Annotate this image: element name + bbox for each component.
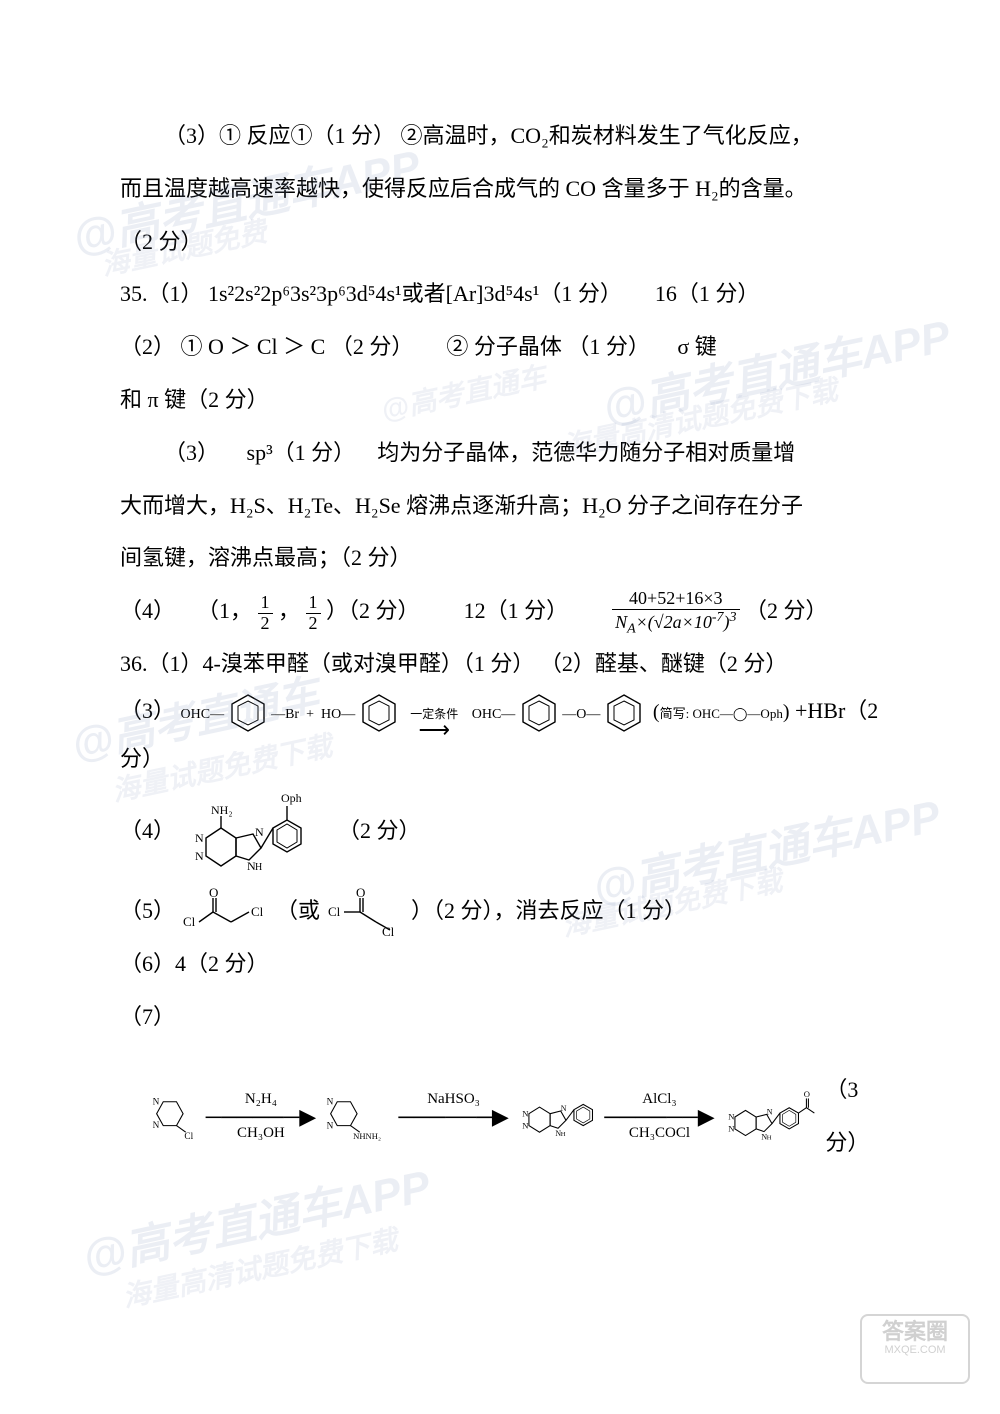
line-35-2-cont: 和 π 键（2 分） (120, 374, 880, 427)
acyl-chloride-2-icon: Cl O Cl (326, 888, 406, 938)
q36-3-note: 简写: OHC—◯—Oph (660, 706, 783, 721)
q35-3-label: （3） (164, 440, 219, 465)
purine-structure-icon: N N N N H NH₂ Oph (181, 778, 311, 888)
q35-4-score: （2 分） (745, 598, 828, 623)
svg-text:N: N (327, 1121, 334, 1131)
svg-text:N: N (560, 1104, 566, 1113)
q35-2b: ② 分子晶体 （1 分） (446, 334, 650, 359)
q35-4-coord-open: （1， (197, 598, 252, 623)
line-35-2: （2） ① O ＞ Cl ＞ C （2 分） ② 分子晶体 （1 分） σ 键 (120, 321, 880, 374)
q36-5-or: （或 (276, 898, 320, 923)
q35-4-coord-close: ）（2 分） (326, 598, 420, 623)
reaction-score: （3 分） (825, 1064, 880, 1170)
q36-4-score: （2 分） (338, 818, 421, 843)
fused-ring-acetyl-icon: N N N N H O (723, 1067, 816, 1167)
line-35-3c: 间氢键，溶沸点最高；（2 分） (120, 532, 880, 585)
svg-text:N: N (766, 1107, 772, 1116)
frac-density: 40+52+16×3 NA×(√2a×10-7)3 (612, 589, 739, 637)
svg-text:NH₂: NH₂ (211, 803, 233, 817)
reaction-scheme: N N Cl N₂H₄ ──────▶ CH₃OH N N NHNH₂ NaHS… (120, 1064, 880, 1170)
benzene-icon (521, 691, 557, 735)
q35-2a: （2） ① O ＞ Cl ＞ C （2 分） (120, 334, 413, 359)
svg-text:NHNH₂: NHNH₂ (353, 1130, 381, 1140)
line-35-4: （4） （1， 1 2 ， 1 2 ）（2 分） 12（1 分） 40+52+1… (120, 585, 880, 638)
line-35-3: （3） sp³（1 分） 均为分子晶体，范德华力随分子相对质量增 (120, 427, 880, 480)
q35-4-twelve: 12（1 分） (464, 598, 569, 623)
line-36-5: （5） Cl O Cl （或 Cl O Cl ）（2 分），消去反应（1 分） (120, 888, 880, 938)
svg-text:Cl: Cl (382, 924, 395, 938)
line-3-3: （2 分） (120, 216, 880, 269)
line-36-3: （3） OHC— —Br + HO— 一定条件 ⟶ OHC— —O— (简写: … (120, 691, 880, 778)
arrow-2: NaHSO₃ ──────▶ (398, 1091, 508, 1142)
line-36-7: （7） (120, 991, 880, 1044)
svg-text:O: O (356, 888, 365, 900)
svg-text:N: N (327, 1097, 334, 1107)
q36-4-label: （4） (120, 818, 175, 843)
svg-text:N: N (153, 1121, 160, 1131)
q36-5-label: （5） (120, 898, 175, 923)
acyl-chloride-1-icon: Cl O Cl (181, 888, 271, 938)
svg-text:N: N (153, 1097, 160, 1107)
svg-text:O: O (209, 888, 218, 900)
q35-1-count: 16（1 分） (655, 281, 760, 306)
svg-text:N: N (522, 1108, 529, 1118)
svg-text:Cl: Cl (184, 1131, 193, 1141)
line-36-1: 36.（1）4-溴苯甲醛（或对溴甲醛）（1 分） （2）醛基、醚键（2 分） (120, 638, 880, 691)
logo-text: 答案圈 (862, 1320, 968, 1344)
svg-text:H: H (766, 1134, 771, 1141)
line-36-6: （6）4（2 分） (120, 938, 880, 991)
svg-text:H: H (255, 862, 262, 873)
q35-4-label: （4） (120, 598, 175, 623)
svg-text:N: N (255, 825, 264, 839)
reaction-arrow: 一定条件 ⟶ (410, 708, 458, 739)
svg-text:O: O (803, 1089, 809, 1099)
arrow-1: N₂H₄ ──────▶ CH₃OH (206, 1091, 316, 1142)
svg-text:Cl: Cl (328, 904, 341, 919)
svg-text:N: N (522, 1120, 529, 1130)
arrow-3: AlCl₃ ──────▶ CH₃COCl (604, 1091, 714, 1142)
q36-5-rest: ）（2 分），消去反应（1 分） (411, 898, 686, 923)
logo-url: MXQE.COM (862, 1344, 968, 1356)
q35-1-config: 35.（1） 1s²2s²2p⁶3s²3p⁶3d⁵4s¹或者[Ar]3d⁵4s¹… (120, 281, 622, 306)
svg-text:N: N (195, 831, 204, 845)
q35-4-comma: ， (278, 598, 300, 623)
frac-half-1: 1 2 (258, 593, 273, 634)
fused-ring-phenyl-icon: N N N N H (517, 1072, 596, 1162)
benzene-icon (606, 691, 642, 735)
q35-3-text: 均为分子晶体，范德华力随分子相对质量增 (377, 440, 795, 465)
svg-text:Oph: Oph (281, 791, 302, 805)
line-3-2: 而且温度越高速率越快，使得反应后合成气的 CO 含量多于 H₂的含量。 (120, 163, 880, 216)
q36-3-label: （3） (120, 698, 175, 723)
frac-half-2: 1 2 (306, 593, 321, 634)
pyrimidine-cl-icon: N N Cl (150, 1082, 198, 1152)
svg-text:H: H (560, 1131, 565, 1138)
benzene-icon (230, 691, 266, 735)
q35-2c: σ 键 (677, 334, 716, 359)
pyrimidine-nhnh2-icon: N N NHNH₂ (324, 1082, 390, 1152)
svg-text:Cl: Cl (251, 904, 264, 919)
q35-3-hybrid: sp³（1 分） (247, 440, 356, 465)
svg-text:N: N (728, 1123, 735, 1133)
line-3-1: （3）① 反应①（1 分） ②高温时，CO₂和炭材料发生了气化反应， (120, 110, 880, 163)
svg-text:Cl: Cl (183, 914, 196, 929)
line-36-4: （4） N N N N H NH₂ Oph （2 分） (120, 778, 880, 888)
site-logo: 答案圈 MXQE.COM (860, 1314, 970, 1384)
benzene-icon (361, 691, 397, 735)
line-35-1: 35.（1） 1s²2s²2p⁶3s²3p⁶3d⁵4s¹或者[Ar]3d⁵4s¹… (120, 268, 880, 321)
svg-text:N: N (195, 849, 204, 863)
svg-text:N: N (728, 1111, 735, 1121)
line-35-3b: 大而增大，H₂S、H₂Te、H₂Se 熔沸点逐渐升高；H₂O 分子之间存在分子 (120, 480, 880, 533)
